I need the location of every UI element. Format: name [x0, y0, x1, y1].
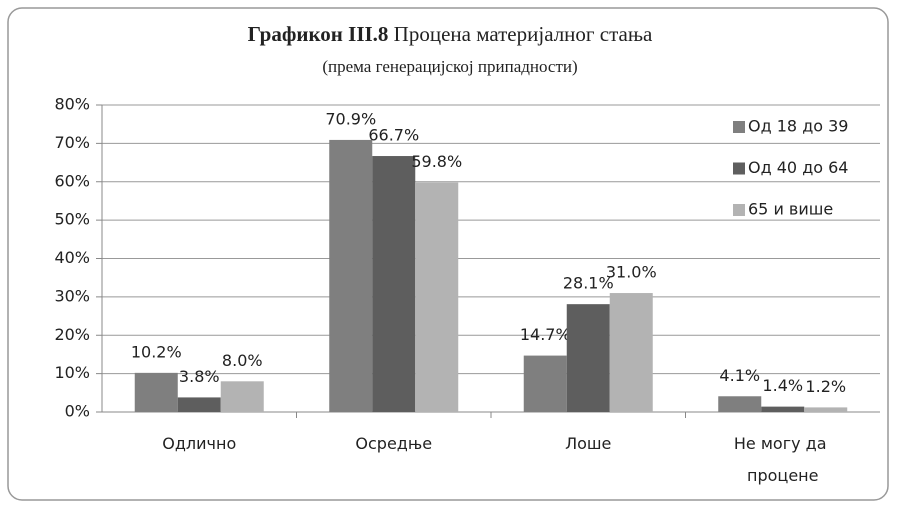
bar — [523, 355, 567, 412]
bar — [372, 156, 416, 412]
x-tick-line: Не могу да — [734, 434, 832, 453]
bar — [220, 381, 264, 412]
legend-swatch — [733, 121, 745, 133]
data-label: 28.1% — [563, 274, 614, 293]
bar — [761, 406, 805, 412]
data-label: 1.4% — [762, 376, 803, 395]
bar — [609, 293, 653, 412]
y-tick-label: 30% — [54, 286, 90, 305]
title-text: Процена материјалног стања — [394, 22, 653, 46]
y-tick-label: 40% — [54, 248, 90, 267]
bar — [329, 139, 373, 412]
data-label: 10.2% — [131, 342, 182, 361]
data-label: 3.8% — [179, 367, 220, 386]
bar — [804, 407, 848, 412]
x-tick-line: Одлично — [162, 434, 236, 453]
y-tick-label: 10% — [54, 363, 90, 382]
bar — [566, 304, 610, 412]
y-tick-label: 20% — [54, 325, 90, 344]
bar — [415, 182, 459, 412]
bar — [177, 397, 221, 412]
x-tick-label: Лоше — [565, 434, 611, 453]
legend-label: Од 18 до 39 — [748, 117, 848, 136]
data-label: 70.9% — [325, 109, 376, 128]
y-tick-label: 0% — [65, 402, 90, 421]
data-label: 66.7% — [368, 126, 419, 145]
bar — [718, 396, 762, 412]
x-tick-label: Не могу да процене — [734, 434, 832, 485]
legend-swatch — [733, 204, 745, 216]
data-label: 4.1% — [719, 366, 760, 385]
x-tick-line: процене — [747, 466, 818, 485]
x-tick-label: Одлично — [162, 434, 236, 453]
y-tick-label: 80% — [54, 95, 90, 114]
data-label: 8.0% — [222, 351, 263, 370]
legend-swatch — [733, 162, 745, 175]
x-tick-line: Осредње — [355, 434, 432, 453]
data-label: 31.0% — [606, 263, 657, 282]
bar — [134, 372, 178, 412]
y-tick-label: 70% — [54, 133, 90, 152]
x-tick-line: Лоше — [565, 434, 611, 453]
chart-subtitle: (према генерацијској припадности) — [322, 57, 577, 76]
data-label: 59.8% — [411, 152, 462, 171]
chart-title: Графикон III.8 Процена материјалног стањ… — [248, 22, 653, 46]
data-label: 14.7% — [520, 325, 571, 344]
legend-label: Од 40 до 64 — [748, 158, 848, 177]
legend-label: 65 и више — [748, 200, 833, 219]
y-tick-label: 60% — [54, 171, 90, 190]
data-label: 1.2% — [805, 377, 846, 396]
x-tick-label: Осредње — [355, 434, 432, 453]
title-number: Графикон III.8 — [248, 22, 389, 46]
y-tick-label: 50% — [54, 210, 90, 229]
